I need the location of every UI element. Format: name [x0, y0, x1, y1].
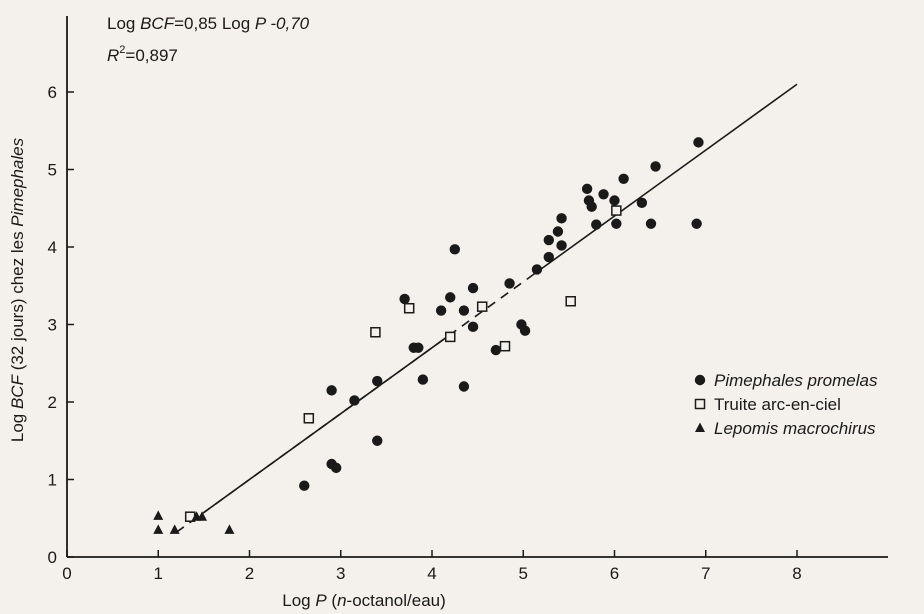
point-truite	[499, 340, 511, 352]
point-truite	[565, 296, 576, 307]
point-pimephales	[326, 385, 337, 396]
point-truite	[403, 302, 415, 314]
point-pimephales	[413, 342, 424, 353]
point-lepomis	[197, 511, 208, 521]
point-pimephales	[490, 344, 502, 356]
legend-label: Pimephales promelas	[714, 371, 878, 390]
equation-line-2: R2=0,897	[107, 44, 178, 65]
point-pimephales	[349, 395, 360, 406]
point-pimephales	[458, 305, 470, 316]
point-pimephales	[435, 305, 447, 316]
y-tick-label: 2	[48, 393, 57, 412]
point-pimephales	[586, 201, 597, 212]
point-pimephales	[618, 173, 629, 184]
point-truite	[370, 327, 381, 338]
point-truite	[611, 205, 622, 216]
x-tick-label: 4	[427, 564, 436, 583]
x-tick-label: 0	[62, 564, 71, 583]
y-ticks: 0 1 2 3 4 5 6	[48, 83, 74, 567]
axes	[66, 16, 888, 558]
point-pimephales	[693, 137, 704, 148]
point-pimephales	[519, 325, 531, 336]
y-tick-label: 3	[48, 316, 57, 335]
fit-line	[176, 83, 798, 533]
point-pimephales	[445, 292, 456, 303]
x-tick-label: 1	[154, 564, 163, 583]
point-pimephales	[543, 234, 554, 246]
point-lepomis	[153, 524, 164, 534]
x-tick-label: 6	[610, 564, 619, 583]
point-lepomis	[153, 510, 164, 520]
point-pimephales	[543, 251, 554, 263]
point-pimephales	[611, 218, 622, 229]
x-tick-label: 3	[336, 564, 345, 583]
legend-label: Lepomis macrochirus	[714, 419, 876, 438]
point-lepomis	[169, 524, 180, 534]
point-lepomis	[224, 524, 235, 534]
point-pimephales	[449, 244, 461, 255]
y-tick-label: 0	[48, 548, 57, 567]
legend-marker-square	[694, 398, 706, 410]
y-tick-label: 4	[48, 238, 57, 257]
point-pimephales	[598, 189, 609, 200]
point-pimephales	[467, 321, 479, 333]
x-ticks: 0 1 2 3 4 5 6 7 8	[62, 550, 802, 583]
equation-line-1: Log BCF=0,85 Log P -0,70	[107, 14, 310, 33]
point-pimephales	[372, 375, 383, 387]
point-pimephales	[399, 293, 410, 305]
data-points	[153, 137, 704, 534]
point-truite	[476, 301, 488, 312]
x-axis-title: Log P (n-octanol/eau)	[282, 591, 446, 610]
point-truite	[303, 413, 315, 424]
point-pimephales	[645, 218, 657, 229]
point-pimephales	[531, 264, 543, 275]
point-pimephales	[691, 218, 702, 229]
y-tick-label: 5	[48, 161, 57, 180]
point-pimephales	[556, 240, 567, 251]
legend-label: Truite arc-en-ciel	[714, 395, 841, 414]
point-pimephales	[552, 226, 564, 237]
point-pimephales	[636, 197, 648, 209]
point-pimephales	[504, 278, 515, 289]
point-pimephales	[650, 161, 661, 172]
legend-marker-triangle	[695, 422, 705, 432]
point-pimephales	[372, 435, 383, 446]
fit-line-solid	[531, 83, 798, 276]
point-pimephales	[330, 462, 342, 474]
point-pimephales	[417, 374, 429, 385]
x-tick-label: 8	[792, 564, 801, 583]
point-pimephales	[609, 195, 620, 206]
point-pimephales	[467, 282, 479, 294]
x-tick-label: 5	[519, 564, 528, 583]
point-pimephales	[299, 480, 310, 491]
point-pimephales	[581, 183, 593, 195]
point-truite	[445, 331, 456, 343]
y-axis-title: Log BCF (32 jours) chez les Pimephales	[8, 137, 27, 442]
y-tick-label: 1	[48, 471, 57, 490]
point-pimephales	[458, 381, 470, 392]
legend-marker-circle	[694, 374, 706, 386]
legend: Pimephales promelas Truite arc-en-ciel Lep…	[694, 371, 878, 438]
point-pimephales	[591, 219, 602, 230]
y-tick-label: 6	[48, 83, 57, 102]
x-tick-label: 2	[245, 564, 254, 583]
x-tick-label: 7	[701, 564, 710, 583]
point-pimephales	[556, 213, 567, 224]
